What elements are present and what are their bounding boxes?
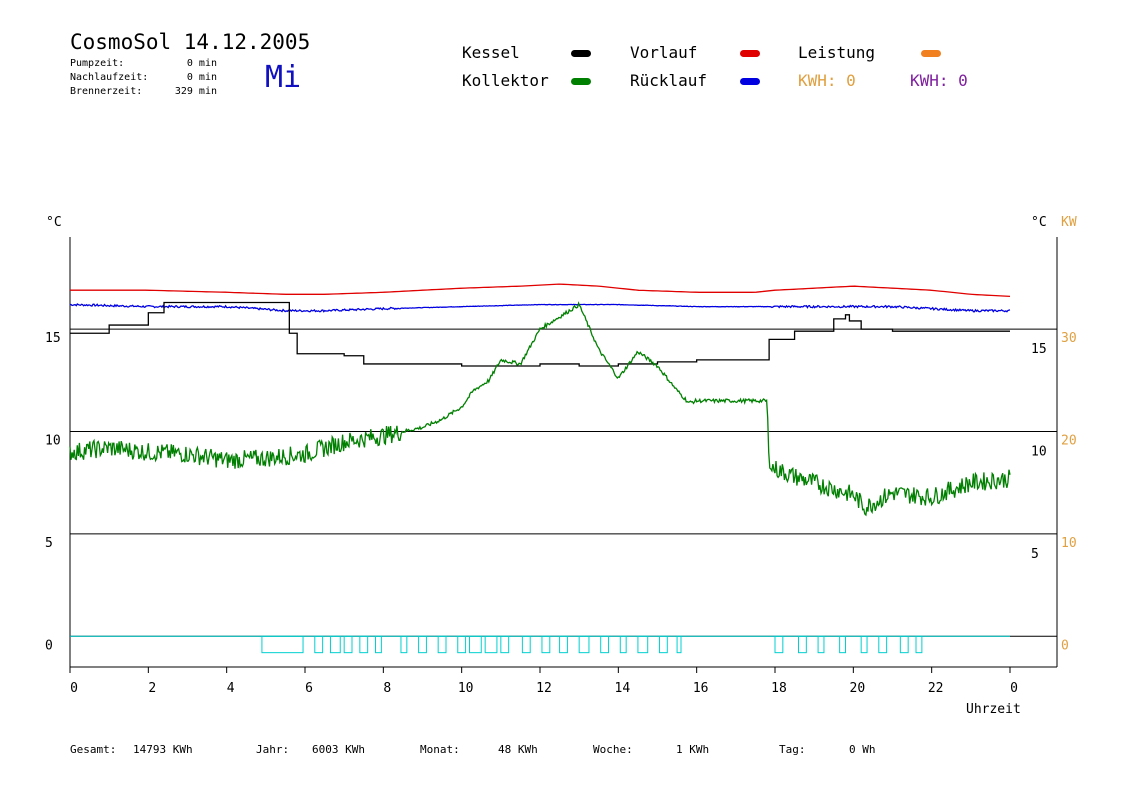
footer-value-monat: 48 KWh [498, 743, 538, 756]
stat-value-brennerzeit: 329 min [174, 86, 217, 97]
kwh-value-2: KWH: 0 [910, 71, 968, 90]
y-tick-label-right-c: 10 [1031, 445, 1047, 460]
series-leistung-pulse [637, 635, 649, 654]
series-leistung-pulse [541, 635, 551, 654]
footer-value-woche: 1 KWh [676, 743, 710, 756]
legend-swatch-kessel [571, 50, 591, 57]
series-kessel-line [70, 301, 1010, 367]
footer-label-woche: Woche: [593, 743, 633, 756]
stat-label-nachlaufzeit: Nachlaufzeit: [70, 72, 149, 83]
y-tick-label-right-kw: 10 [1061, 536, 1077, 551]
series-leistung-nachmittag-pulse [798, 635, 807, 654]
y-tick-label-right-kw: 20 [1061, 434, 1077, 449]
weekday-label: Mi [265, 60, 302, 95]
series-leistung-pulse [658, 635, 668, 654]
series-kollektor-line [69, 301, 1011, 517]
series-leistung-pulse [469, 635, 482, 654]
series-leistung-pulse [437, 635, 447, 654]
footer-label-tag: Tag: [779, 743, 806, 756]
chart-title: CosmoSol 14.12.2005 [70, 30, 311, 54]
stat-value-nachlaufzeit: 0 min [186, 72, 217, 83]
series-leistung-pulse [484, 635, 498, 654]
y-tick-label-right-kw: 30 [1061, 331, 1077, 346]
stat-label-pumpzeit: Pumpzeit: [70, 58, 125, 69]
stat-value-pumpzeit: 0 min [186, 58, 217, 69]
footer-value-tag: 0 Wh [849, 743, 876, 756]
series-leistung-nachmittag-pulse [899, 635, 909, 654]
series-leistung-pulse [500, 635, 510, 654]
footer-label-gesamt: Gesamt: [70, 743, 117, 756]
legend-label-kessel: Kessel [462, 43, 520, 62]
series-leistung-pulse [521, 635, 531, 654]
series-r-cklauf-line [69, 303, 1011, 313]
series-leistung-nachmittag-pulse [860, 635, 868, 654]
x-tick-label: 16 [693, 681, 709, 696]
x-tick-label: 6 [305, 681, 313, 696]
legend-swatch-ruecklauf [740, 78, 760, 85]
series-leistung-nachmittag-pulse [839, 635, 846, 654]
x-tick-label: 18 [771, 681, 787, 696]
series-leistung-pulse [400, 635, 408, 654]
series-leistung-nachmittag-pulse [774, 635, 784, 654]
legend-label-leistung: Leistung [798, 43, 876, 62]
x-tick-label: 0 [70, 681, 78, 696]
x-tick-label: 14 [615, 681, 631, 696]
legend-swatch-leistung [921, 50, 941, 57]
y-tick-label-right-kw: 0 [1061, 638, 1069, 653]
y-tick-label-left: 15 [45, 331, 61, 346]
x-tick-label: 22 [928, 681, 944, 696]
left-axis-unit: °C [46, 215, 62, 230]
series-leistung-pulse [578, 635, 590, 654]
legend-label-ruecklauf: Rücklauf [630, 71, 708, 90]
right-axis-unit-c: °C [1031, 215, 1047, 230]
legend-swatch-vorlauf [740, 50, 760, 57]
footer-value-jahr: 6003 KWh [312, 743, 365, 756]
series-leistung-nachmittag-pulse [915, 635, 923, 654]
series-leistung-nachmittag-pulse [817, 635, 825, 654]
x-tick-label: 12 [536, 681, 552, 696]
y-tick-label-left: 10 [45, 434, 61, 449]
y-tick-label-left: 0 [45, 638, 53, 653]
x-tick-label: 10 [458, 681, 474, 696]
x-tick-label: 4 [227, 681, 235, 696]
x-tick-label: 8 [383, 681, 391, 696]
legend-label-vorlauf: Vorlauf [630, 43, 698, 62]
x-tick-label: 20 [850, 681, 866, 696]
y-tick-label-right-c: 15 [1031, 342, 1047, 357]
footer-value-gesamt: 14793 KWh [133, 743, 193, 756]
y-tick-label-right-c: 5 [1031, 547, 1039, 562]
series-leistung-pulse [619, 635, 627, 654]
series-leistung-pulse [600, 635, 610, 654]
series-vorlauf-line [70, 283, 1011, 298]
y-tick-label-left: 5 [45, 536, 53, 551]
x-tick-label: 2 [148, 681, 156, 696]
kwh-value-1: KWH: 0 [798, 71, 856, 90]
series-leistung-pulse [418, 635, 427, 654]
right-axis-unit-kw: KW [1061, 215, 1077, 230]
series-leistung-pulse [343, 635, 353, 654]
series-leistung-pulse [359, 635, 369, 654]
series-leistung-pulse [329, 635, 341, 654]
x-tick-label: 0 [1010, 681, 1018, 696]
series-leistung-nachmittag-pulse [878, 635, 888, 654]
series-leistung-pulse [375, 635, 382, 654]
series-leistung-pulse [559, 635, 568, 654]
legend-swatch-kollektor [571, 78, 591, 85]
stat-label-brennerzeit: Brennerzeit: [70, 86, 143, 97]
footer-label-jahr: Jahr: [256, 743, 290, 756]
series-leistung-pulse [457, 635, 467, 654]
series-leistung-pulse [261, 635, 304, 654]
legend-label-kollektor: Kollektor [462, 71, 549, 90]
series-leistung-pulse [314, 635, 324, 654]
footer-label-monat: Monat: [420, 743, 460, 756]
x-axis-label: Uhrzeit [966, 702, 1021, 717]
series-leistung-pulse [676, 635, 682, 654]
